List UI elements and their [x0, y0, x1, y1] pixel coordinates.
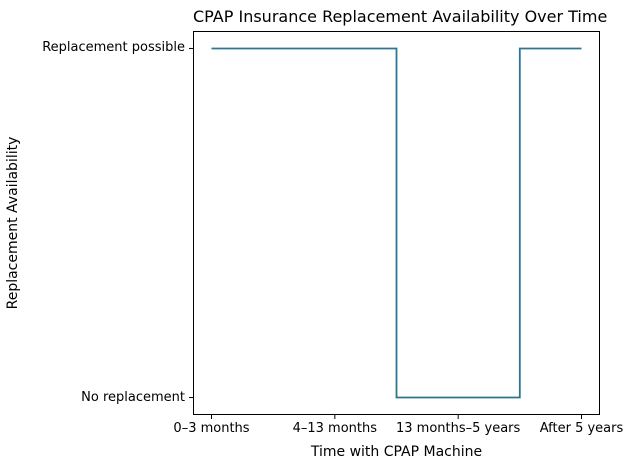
- x-tick-label: 13 months–5 years: [395, 421, 521, 436]
- x-axis-label: Time with CPAP Machine: [310, 444, 483, 460]
- y-tick-label: No replacement: [81, 389, 185, 405]
- x-tick-label: 4–13 months: [292, 421, 378, 436]
- x-tick-label: After 5 years: [539, 421, 624, 436]
- plot-area: [193, 31, 600, 415]
- y-axis-label: Replacement Availability: [5, 136, 21, 310]
- chart-title: CPAP Insurance Replacement Availability …: [193, 7, 608, 26]
- x-tick-label: 0–3 months: [173, 421, 250, 436]
- y-tick-label: Replacement possible: [42, 40, 185, 56]
